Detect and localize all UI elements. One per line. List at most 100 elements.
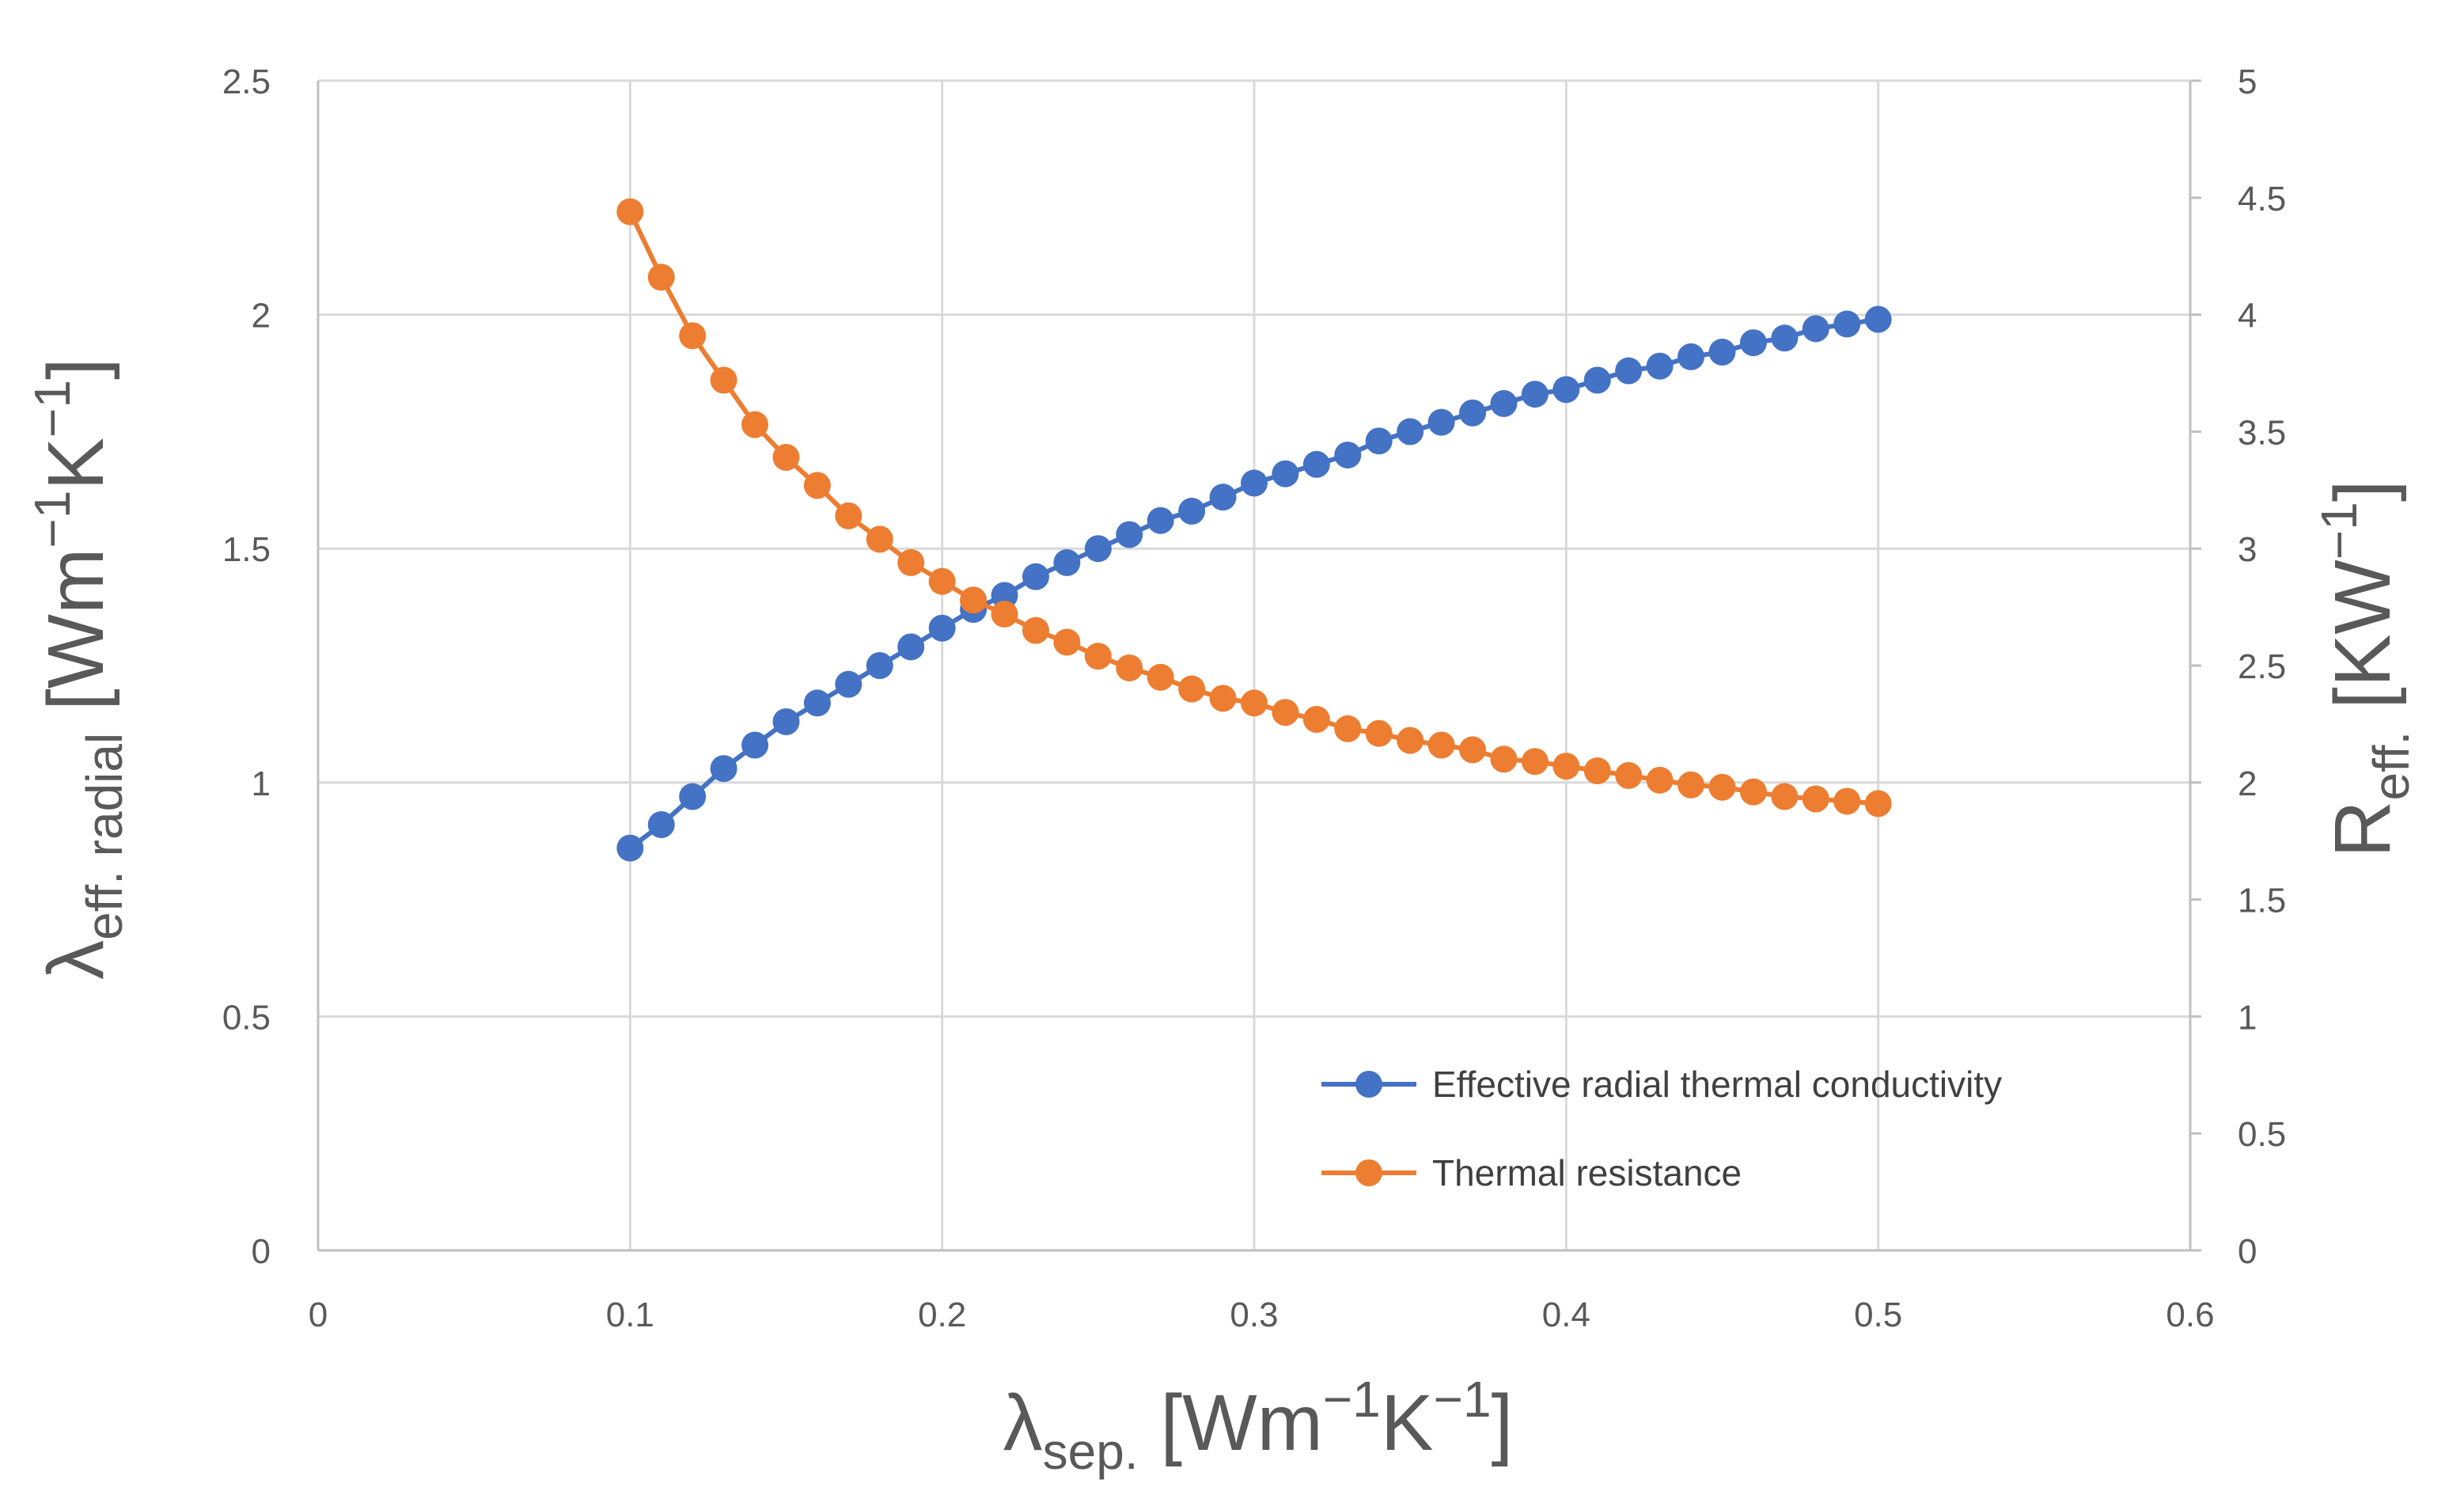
data-point — [616, 834, 644, 862]
data-point — [1084, 535, 1112, 563]
data-point — [1771, 783, 1799, 810]
series-resistance — [616, 198, 1892, 818]
data-point — [1677, 343, 1705, 370]
data-point — [1084, 643, 1112, 670]
y-right-tick-label: 4.5 — [2238, 180, 2286, 218]
x-tick-label: 0.2 — [918, 1296, 966, 1334]
data-point — [1427, 408, 1455, 436]
data-point — [1397, 418, 1424, 446]
data-point — [1302, 450, 1330, 478]
data-point — [1833, 787, 1861, 815]
data-point — [928, 567, 956, 595]
data-point — [1615, 761, 1643, 789]
data-point — [1272, 699, 1299, 727]
data-point — [616, 198, 644, 226]
data-point — [991, 582, 1018, 609]
data-point — [897, 633, 925, 661]
data-point — [866, 525, 893, 553]
data-point — [1053, 628, 1081, 656]
data-point — [1459, 736, 1487, 764]
data-point — [1147, 506, 1174, 534]
data-point — [1833, 310, 1861, 338]
y-right-tick-label: 1.5 — [2238, 882, 2286, 920]
data-point — [1864, 790, 1892, 818]
data-point — [1209, 484, 1237, 511]
data-point — [1116, 521, 1143, 548]
data-point — [1241, 469, 1268, 497]
y-left-tick-label: 2 — [252, 297, 271, 336]
series — [616, 198, 1892, 862]
y-right-tick-label: 1 — [2238, 998, 2257, 1037]
data-point — [710, 755, 737, 783]
data-point — [1459, 399, 1487, 427]
data-point — [1022, 563, 1049, 590]
data-point — [1864, 305, 1892, 333]
data-point — [1053, 548, 1081, 576]
x-tick-label: 0.5 — [1854, 1296, 1902, 1334]
data-point — [1334, 715, 1362, 742]
data-point — [1022, 617, 1049, 644]
data-point — [1490, 389, 1518, 417]
data-point — [1147, 663, 1174, 691]
data-point — [772, 708, 800, 735]
y-right-tick-label: 2 — [2238, 764, 2257, 803]
legend-swatch-marker — [1355, 1071, 1382, 1098]
data-point — [1334, 441, 1362, 469]
y-right-tick-label: 0 — [2238, 1232, 2257, 1271]
y-right-tick-label: 4 — [2238, 297, 2257, 336]
data-point — [741, 731, 769, 759]
data-point — [1677, 771, 1705, 799]
data-point — [803, 472, 831, 499]
y-left-tick-label: 0.5 — [222, 998, 271, 1037]
data-point — [803, 689, 831, 717]
data-point — [741, 411, 769, 438]
data-point — [1583, 757, 1611, 785]
data-point — [1739, 778, 1767, 806]
data-point — [647, 264, 675, 291]
x-axis-title: λsep. [Wm−1K−1] — [1003, 1371, 1514, 1480]
data-point — [1708, 773, 1736, 801]
data-point — [1241, 689, 1268, 717]
data-point — [1552, 376, 1580, 404]
data-point — [1178, 675, 1206, 703]
data-point — [1739, 329, 1767, 357]
data-point — [1708, 338, 1736, 366]
x-tick-label: 0.6 — [2166, 1296, 2214, 1334]
data-point — [960, 586, 987, 614]
legend-label: Thermal resistance — [1432, 1152, 1742, 1193]
y-left-tick-label: 1 — [252, 764, 271, 803]
data-point — [772, 443, 800, 471]
y-right-tick-label: 5 — [2238, 63, 2257, 101]
data-point — [897, 548, 925, 576]
data-point — [928, 614, 956, 642]
x-tick-label: 0.4 — [1542, 1296, 1590, 1334]
data-point — [1583, 366, 1611, 394]
data-point — [679, 322, 707, 350]
y-axis-right-title: Reff. [KW−1] — [2310, 480, 2420, 857]
data-point — [1178, 497, 1206, 525]
data-point — [1646, 766, 1674, 794]
data-point — [710, 366, 737, 394]
y-right-tick-label: 0.5 — [2238, 1115, 2286, 1154]
data-point — [1802, 315, 1829, 343]
legend-label: Effective radial thermal conductivity — [1432, 1064, 2002, 1105]
data-point — [1521, 748, 1549, 776]
data-point — [991, 600, 1018, 628]
y-left-tick-label: 1.5 — [222, 530, 271, 569]
data-point — [1397, 727, 1424, 754]
y-right-tick-label: 3.5 — [2238, 413, 2286, 452]
data-point — [1490, 746, 1518, 773]
data-point — [1552, 753, 1580, 780]
data-point — [835, 502, 862, 529]
data-point — [1427, 731, 1455, 759]
legend-swatch-marker — [1355, 1159, 1382, 1186]
legend-item-conductivity: Effective radial thermal conductivity — [1321, 1064, 2002, 1105]
legend: Effective radial thermal conductivity Th… — [1321, 1064, 2002, 1193]
axes — [317, 79, 2201, 1252]
data-point — [1521, 381, 1549, 408]
legend-item-resistance: Thermal resistance — [1321, 1152, 1742, 1193]
data-point — [1365, 427, 1393, 455]
y-left-tick-label: 0 — [252, 1232, 271, 1271]
data-point — [1771, 324, 1799, 352]
